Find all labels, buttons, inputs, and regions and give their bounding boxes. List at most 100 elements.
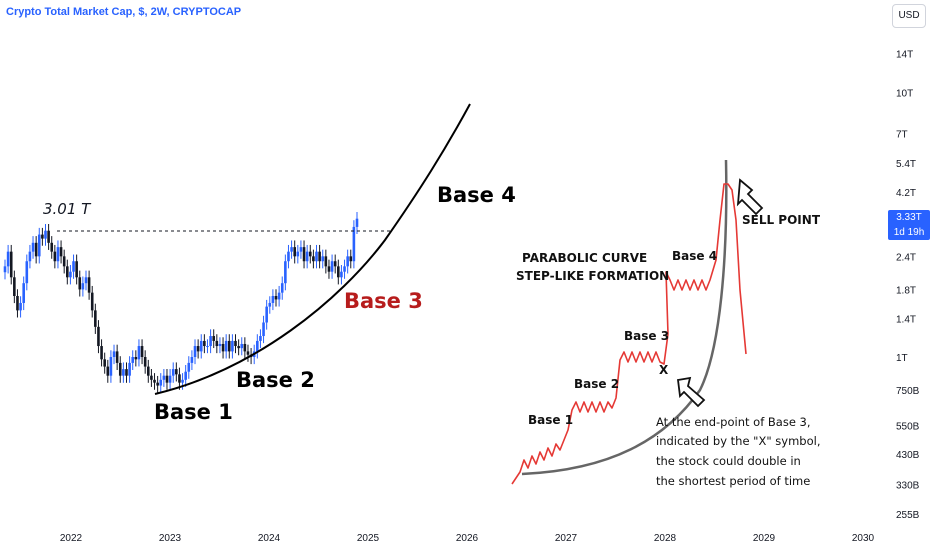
candle — [69, 264, 72, 285]
inset-base-2: Base 2 — [574, 377, 619, 391]
price-tick-label: 10T — [896, 88, 913, 99]
candle — [84, 270, 88, 291]
candle — [262, 315, 265, 344]
inset-base-4: Base 4 — [672, 249, 717, 263]
candle — [3, 259, 7, 280]
inset-note-line-1: At the end-point of Base 3, — [656, 415, 811, 429]
candle — [268, 296, 272, 314]
inset-price-path — [511, 183, 747, 485]
current-price-value: 3.33T — [896, 212, 922, 223]
candle — [94, 303, 97, 334]
candle — [146, 359, 150, 383]
previous-high-label: 3.01 T — [43, 200, 92, 218]
candle — [162, 368, 166, 387]
x-marker-arrow — [676, 376, 706, 408]
candle — [218, 337, 222, 354]
candle — [13, 270, 16, 304]
candle — [134, 350, 138, 367]
candle — [318, 244, 321, 269]
base-1-label: Base 1 — [154, 400, 233, 424]
candle — [243, 337, 247, 359]
candle — [171, 362, 175, 383]
candle — [109, 350, 113, 383]
candle — [25, 254, 29, 291]
candle — [72, 254, 75, 279]
candle — [184, 364, 187, 387]
price-tick-label: 5.4T — [896, 159, 916, 170]
candle — [221, 337, 225, 359]
candle — [343, 259, 346, 279]
candle — [231, 334, 234, 359]
candle — [78, 270, 82, 297]
candle — [346, 249, 349, 274]
candle — [97, 320, 100, 354]
candle — [265, 299, 268, 330]
candle — [352, 220, 356, 269]
price-tick-label: 330B — [896, 480, 920, 491]
candle — [118, 356, 122, 383]
price-tick-label: 1.8T — [896, 285, 916, 296]
candle — [178, 367, 181, 390]
base-2-label: Base 2 — [236, 368, 315, 392]
candle — [333, 254, 337, 274]
time-tick-label: 2028 — [654, 533, 677, 544]
candle — [299, 240, 303, 259]
candle — [156, 375, 159, 393]
candle — [337, 259, 340, 285]
candle — [302, 240, 306, 269]
candle — [259, 329, 262, 349]
candle — [293, 240, 296, 264]
candle — [277, 285, 281, 307]
candle — [128, 356, 131, 383]
candle — [37, 227, 41, 264]
price-tick-label: 2.4T — [896, 252, 916, 263]
inset-parabola — [521, 159, 728, 476]
inset-title-line2: STEP-LIKE FORMATION — [516, 269, 669, 283]
bar-countdown: 1d 19h — [893, 227, 925, 238]
time-tick-label: 2027 — [555, 533, 578, 544]
candle — [271, 289, 275, 311]
inset-note-line-3: the stock could double in — [656, 454, 801, 468]
candle — [296, 244, 300, 264]
inset-note-line-2: indicated by the "X" symbol, — [656, 434, 820, 448]
price-tick-label: 14T — [896, 50, 913, 61]
candle — [355, 211, 359, 235]
price-tick-label: 255B — [896, 510, 920, 521]
candle — [59, 240, 63, 264]
candle — [9, 244, 13, 285]
candle — [41, 227, 44, 246]
candle — [153, 373, 156, 390]
price-tick-label: 7T — [896, 129, 908, 140]
candle — [190, 350, 194, 371]
candle — [47, 223, 50, 250]
candle — [274, 289, 278, 307]
candle — [87, 270, 91, 300]
inset-sell-point: SELL POINT — [742, 213, 821, 227]
time-axis[interactable]: 2022 2023 2024 2025 2026 2027 2028 2029 2030 — [60, 533, 875, 544]
chart-title: Crypto Total Market Cap, $, 2W, CRYPTOCA… — [6, 6, 242, 18]
candle — [103, 352, 106, 374]
candle — [256, 334, 259, 359]
time-tick-label: 2024 — [258, 533, 281, 544]
candle — [203, 334, 206, 354]
time-tick-label: 2026 — [456, 533, 479, 544]
candle — [196, 339, 200, 359]
candle — [209, 329, 212, 354]
candle — [140, 339, 144, 365]
candle — [312, 249, 315, 269]
candle — [19, 296, 22, 318]
candle — [56, 240, 60, 269]
candle — [330, 254, 334, 279]
candle — [122, 362, 125, 383]
candle — [206, 339, 209, 354]
price-tick-label: 1T — [896, 353, 908, 364]
time-tick-label: 2022 — [60, 533, 83, 544]
candle — [305, 244, 309, 269]
price-axis[interactable]: 14T 10T 7T 5.4T 4.2T 2.4T 1.8T 1.4T 1T 750B 550B 43… — [896, 50, 920, 522]
candle — [287, 244, 290, 269]
inset-base-3: Base 3 — [624, 329, 669, 343]
candle — [224, 334, 228, 359]
currency-button[interactable]: USD — [892, 4, 926, 28]
candle — [240, 337, 244, 356]
